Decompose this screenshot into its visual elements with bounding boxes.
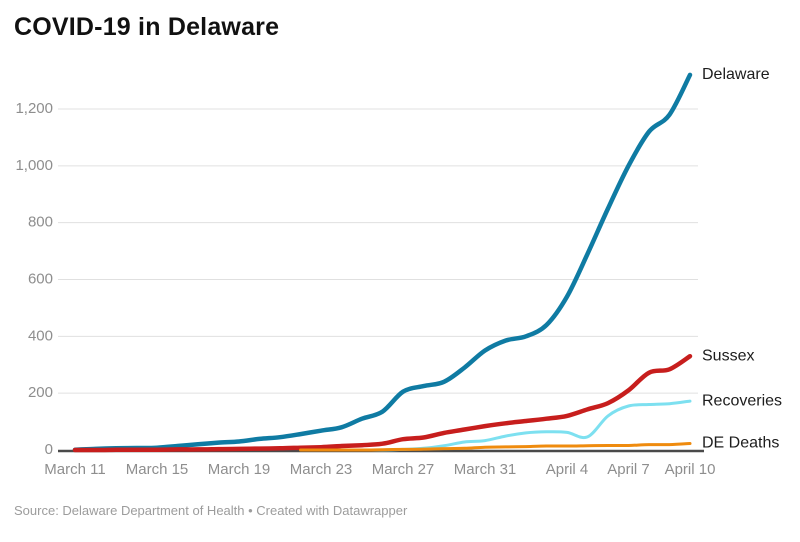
y-tick-label: 800 [28,214,53,231]
x-tick-label: March 11 [44,461,105,478]
y-tick-label: 600 [28,270,53,287]
y-tick-label: 0 [45,441,53,458]
series-end-label-delaware: Delaware [702,66,770,83]
series-end-label-recoveries: Recoveries [702,392,782,409]
x-tick-label: April 10 [665,461,716,478]
chart-title: COVID-19 in Delaware [14,13,280,41]
x-tick-label: March 31 [454,461,517,478]
y-tick-label: 400 [28,327,53,344]
series-end-label-de-deaths: DE Deaths [702,435,779,452]
series-line-sussex [72,353,693,453]
x-tick-label: April 7 [607,461,650,478]
series-line-recoveries [360,399,692,452]
series-line-delaware [72,72,693,452]
x-tick-label: March 27 [372,461,435,478]
series-line-de-deaths [299,442,692,452]
y-tick-label: 1,200 [15,100,53,117]
x-tick-label: March 23 [290,461,353,478]
chart-source-attribution: Source: Delaware Department of Health • … [14,503,408,518]
y-tick-label: 1,000 [15,157,53,174]
x-tick-label: March 15 [126,461,189,478]
series-end-label-sussex: Sussex [702,347,754,364]
x-tick-label: April 4 [546,461,589,478]
y-tick-label: 200 [28,384,53,401]
x-tick-label: March 19 [208,461,271,478]
